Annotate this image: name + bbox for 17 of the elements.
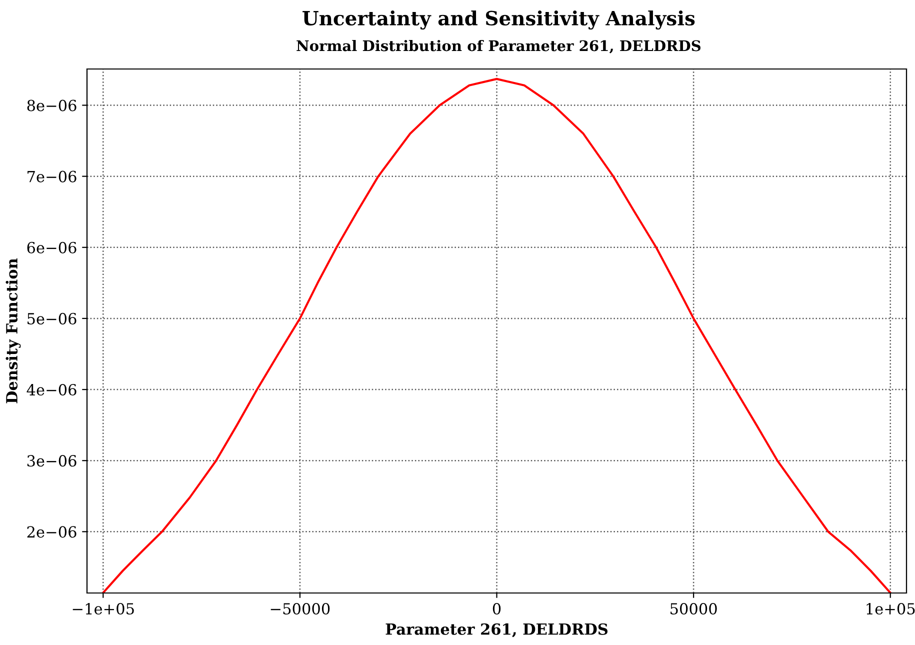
y-tick-label: 3e−06 [27,455,76,467]
y-tick-label: 4e−06 [26,384,76,396]
chart-title: Uncertainty and Sensitivity Analysis [302,10,695,30]
x-tick-label: 1e+05 [866,602,915,615]
y-tick-label: 8e−06 [27,100,76,112]
y-tick-label: 6e−06 [27,242,76,254]
line-series [102,78,892,593]
y-tick-label: 7e−06 [28,170,76,182]
x-tick-label: 50000 [670,602,717,615]
x-tick-label: 0 [492,602,501,615]
chart-subtitle: Normal Distribution of Parameter 261, DELDRDS [296,40,700,54]
x-tick-label: −1e+05 [72,602,134,615]
x-tick-label: −50000 [270,602,330,615]
x-axis-title: Parameter 261, DELDRDS [386,623,608,638]
y-axis-title: Density Function [6,258,21,404]
y-tick-label: 2e−06 [27,526,76,538]
y-tick-label: 5e−06 [28,312,76,324]
